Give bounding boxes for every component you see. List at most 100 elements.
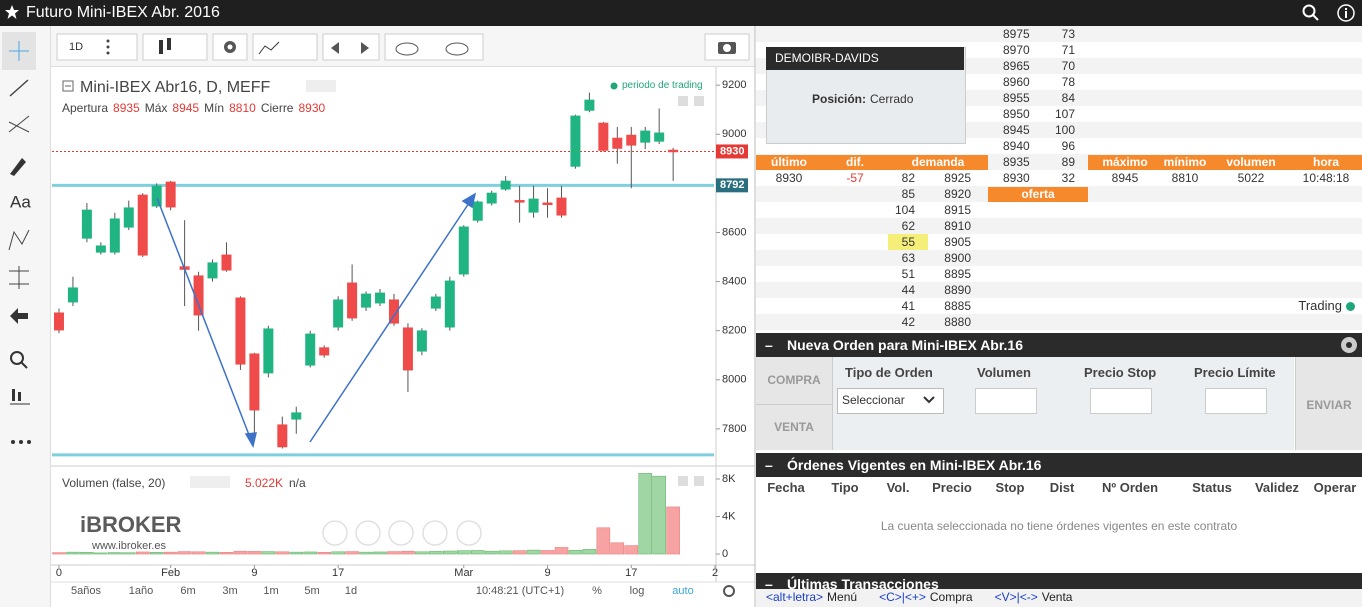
search-icon[interactable] [1302,4,1320,22]
pane-button[interactable] [694,476,704,486]
x-tick-label: 2 [712,567,718,579]
quote-low: 8810 [1171,171,1199,185]
info-icon[interactable] [1336,3,1356,23]
pane-button[interactable] [694,96,704,106]
pattern-tool[interactable] [8,229,30,251]
ask-size: 70 [1061,59,1075,73]
pane-button[interactable] [678,96,688,106]
column-header: Vol. [886,480,910,495]
y-tick-label: 8200 [722,325,746,337]
volume-extra: n/a [289,476,306,490]
interval-label: 1D [69,41,84,53]
ask-price: 8935 [1003,155,1030,169]
bar-dash: – [765,337,773,353]
limit-input[interactable] [1205,388,1267,414]
bid-price: 8885 [944,299,971,313]
orders-bar [756,453,1362,477]
zoom-tool[interactable] [10,351,24,365]
volume-input[interactable] [975,388,1037,414]
pane-button[interactable] [678,476,688,486]
zoom-controls[interactable] [322,520,482,546]
volume-bar [652,475,666,555]
position-label: Posición: [812,92,867,106]
limit-label: Precio Límite [1194,365,1276,380]
header-volume: volumen [1226,155,1276,169]
volume-bar [219,552,234,555]
volume-bar [345,551,359,555]
sell-tab[interactable]: VENTA [774,420,814,434]
volume-bar [470,550,485,555]
range-button[interactable]: 1año [128,585,154,597]
send-column [1295,357,1362,450]
volume-bar [317,552,331,555]
candle-body [472,201,483,221]
send-button[interactable]: ENVIAR [1306,398,1352,412]
study-buttons[interactable] [190,476,230,488]
candle-body [319,347,330,356]
ask-size: 100 [1054,123,1075,137]
range-button[interactable]: 5m [304,585,320,597]
bid-price: 8925 [944,171,971,185]
quote-high: 8945 [1111,171,1139,185]
candle-body [361,293,372,308]
range-button[interactable]: 3m [222,585,238,597]
bid-price: 8910 [944,219,971,233]
interval-button[interactable] [56,33,138,61]
candle-body [458,226,469,275]
scale-button[interactable]: log [629,585,645,597]
candle-body [570,115,581,167]
bid-size: 42 [901,315,915,329]
range-button[interactable]: 1d [344,585,358,597]
volume-label: Volumen [977,365,1031,380]
ask-size: 71 [1061,43,1075,57]
axis-settings[interactable] [723,585,735,597]
volume-bar [303,551,318,555]
star-icon[interactable] [4,4,20,20]
range-button[interactable]: 1m [263,585,279,597]
volume-bar [359,551,373,555]
empty-message: La cuenta seleccionada no tiene órdenes … [880,519,1238,533]
column-header: Nº Orden [1101,480,1159,495]
volume-bar [610,542,625,555]
settings-icon[interactable] [1339,335,1359,355]
volume-bar [121,552,136,555]
scale-button[interactable]: % [592,585,602,597]
fib-tool[interactable] [8,115,30,133]
collapse-toggle[interactable] [62,80,74,92]
ask-price: 8975 [1003,27,1030,41]
back-tool[interactable] [10,308,28,324]
candle-body [207,262,218,279]
chart: 780080008200840086008800900092000Feb917M… [51,26,756,607]
highlight-cell [888,234,928,250]
chart-type-button[interactable] [142,33,208,61]
candle-body [81,209,92,239]
column-header: Dist [1049,480,1075,495]
trading-dot [1346,302,1355,311]
header-cell [988,187,1088,202]
volume-bar [401,550,415,555]
candle-body [263,328,274,374]
more-tools[interactable] [11,440,15,444]
buy-tab[interactable]: COMPRA [767,373,821,387]
candle-body [640,130,651,143]
volume-bar [582,549,597,555]
candle-body [388,299,399,324]
volume-bar [52,552,66,555]
stop-input[interactable] [1090,388,1152,414]
x-tick-label: Mar [454,567,473,579]
cloud-buttons[interactable] [384,33,484,61]
scale-button[interactable]: auto [672,585,694,597]
brush-tool[interactable] [10,158,26,176]
volume-bar [261,551,276,555]
order-type-select[interactable] [837,388,944,414]
range-button[interactable]: 6m [180,585,196,597]
range-button[interactable]: 5años [71,585,101,597]
ask-price: 8950 [1003,107,1030,121]
trend-tool[interactable] [9,79,29,97]
last-price-label: 8930 [720,145,744,157]
volume-bar [163,551,178,555]
text-tool[interactable]: Aa [10,192,31,211]
study-buttons[interactable] [306,80,336,92]
indicator-tool[interactable] [12,389,15,401]
candle-body [109,218,120,253]
